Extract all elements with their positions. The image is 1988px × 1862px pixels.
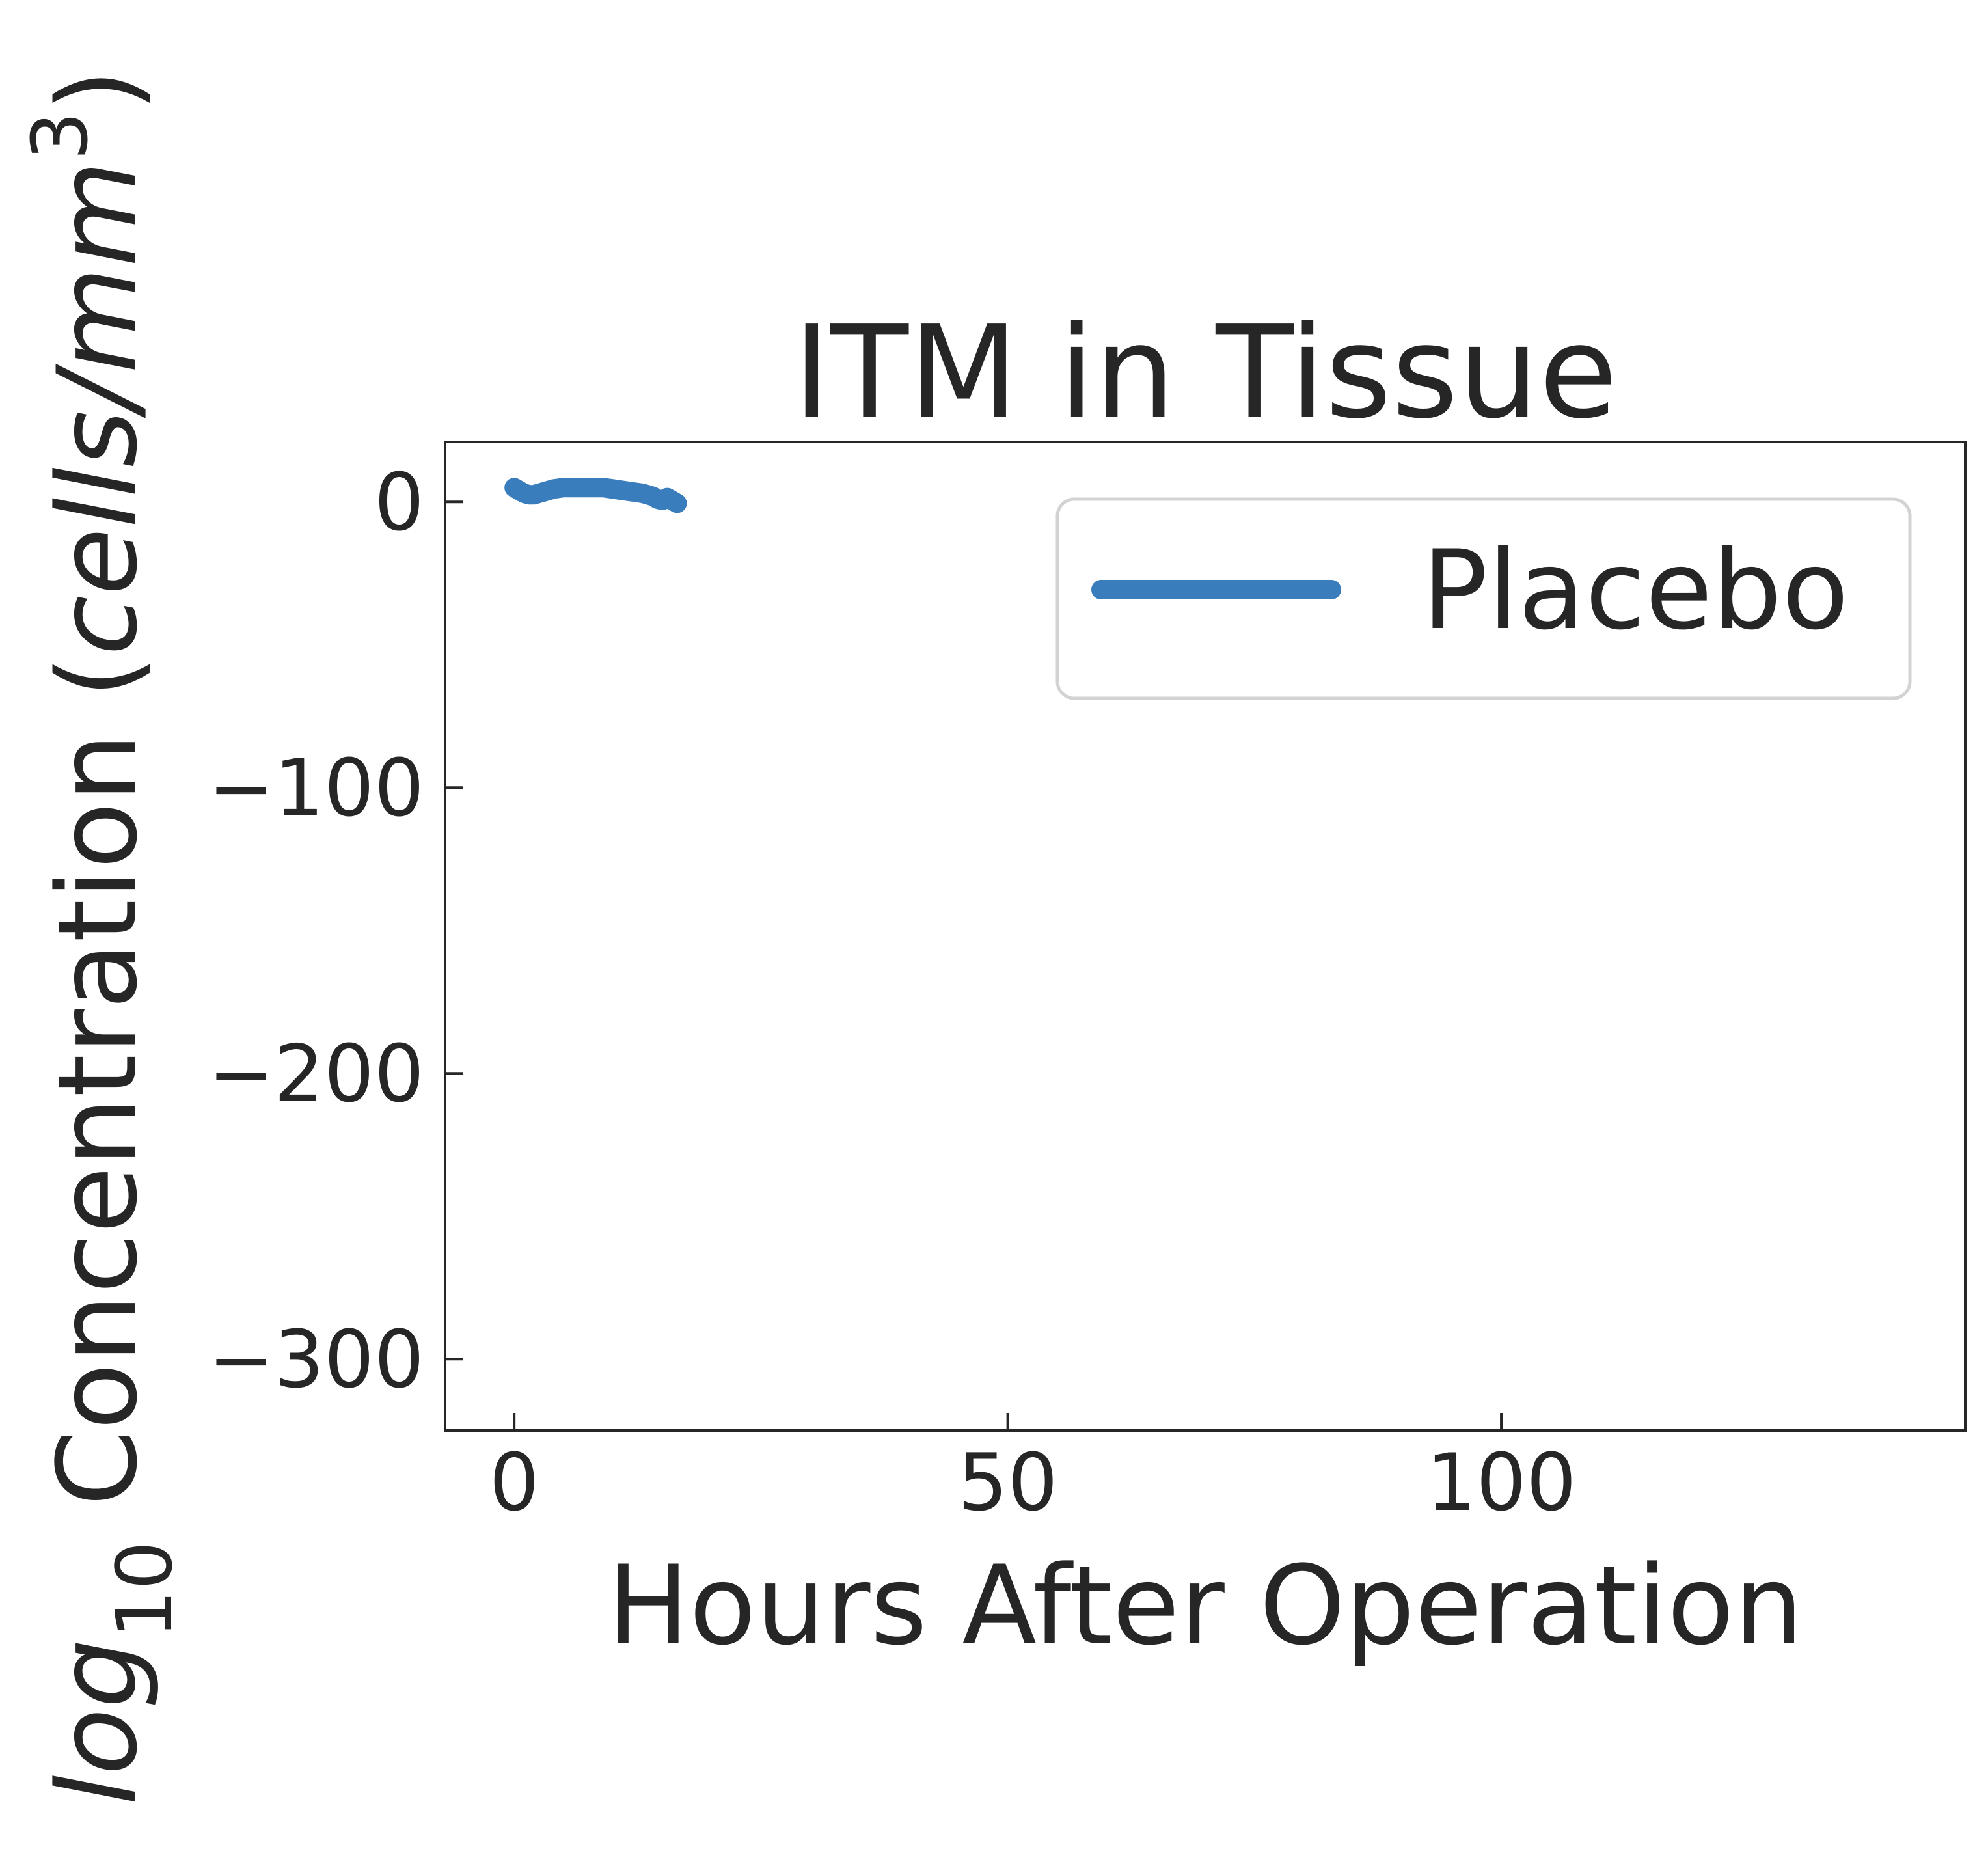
y-tick-label: −100 (208, 743, 424, 834)
x-tick-label: 100 (1426, 1437, 1577, 1529)
y-axis-label: log10 Concentration (cells/mm3) (15, 69, 189, 1805)
plot-frame (444, 441, 1967, 1432)
legend-frame (1055, 497, 1912, 700)
x-axis-label: Hours After Operation (607, 1542, 1803, 1669)
chart-title: ITM in Tissue (793, 299, 1617, 447)
y-tick-label: −200 (208, 1028, 424, 1120)
legend: Placebo (1055, 497, 1912, 700)
series-layer (504, 478, 687, 513)
plot-area (444, 441, 1967, 1432)
series-line-placebo (504, 478, 687, 513)
x-axis: 0 50 100 (489, 1413, 1577, 1529)
legend-label-placebo: Placebo (1422, 527, 1849, 654)
x-tick-label: 50 (958, 1437, 1058, 1529)
y-tick-label: 0 (374, 457, 424, 549)
x-tick-label: 0 (489, 1437, 539, 1529)
y-tick-label: −300 (208, 1314, 424, 1406)
y-axis: 0 −100 −200 −300 (208, 457, 463, 1406)
